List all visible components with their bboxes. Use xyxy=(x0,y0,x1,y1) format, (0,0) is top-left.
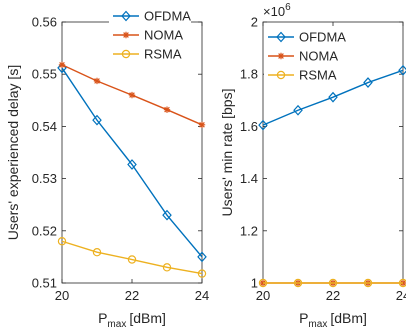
data-point-noma xyxy=(128,91,136,99)
x-axis-label-subscript: max xyxy=(107,319,126,330)
legend: OFDMA NOMA RSMA xyxy=(264,27,346,85)
data-point-noma xyxy=(163,106,171,113)
x-axis-label-symbol: P xyxy=(299,310,308,326)
legend: OFDMA NOMA RSMA xyxy=(109,6,191,64)
data-point-noma xyxy=(93,77,101,85)
x-tick-label: 20 xyxy=(55,288,69,303)
data-point-ofdma xyxy=(127,159,137,170)
legend-marker xyxy=(276,31,286,43)
y-tick-label: 0.51 xyxy=(32,276,57,291)
min-rate-chart: 1 1.2 1.4 1.6 1.8 2 20 22 24 Pmax[dBm] Users' min … xyxy=(219,2,406,330)
legend-marker xyxy=(121,10,131,22)
y-axis-exponent-base: ×10 xyxy=(263,4,285,19)
series-ofdma xyxy=(258,64,406,131)
legend-label-ofdma: OFDMA xyxy=(299,30,346,45)
x-tick-label: 22 xyxy=(125,288,139,303)
data-point-rsma xyxy=(127,255,137,264)
y-tick-label: 1 xyxy=(251,276,258,291)
data-point-ofdma xyxy=(363,77,373,88)
series-line-rsma xyxy=(61,240,203,275)
y-tick-label: 1.6 xyxy=(240,119,258,134)
data-point-rsma xyxy=(258,278,268,288)
data-point-noma xyxy=(58,61,66,69)
x-axis-label: Pmax [dBm] xyxy=(98,310,166,330)
y-tick-label: 0.53 xyxy=(32,171,57,186)
y-axis-label: Users' experienced delay [s] xyxy=(5,65,21,240)
data-point-ofdma xyxy=(197,251,207,263)
data-point-ofdma xyxy=(293,104,303,116)
legend-label-rsma: RSMA xyxy=(144,47,182,62)
data-point-rsma xyxy=(363,278,373,288)
series-rsma xyxy=(57,237,207,278)
y-tick-label: 0.56 xyxy=(32,15,57,30)
series-rsma xyxy=(258,278,406,288)
data-point-ofdma xyxy=(162,209,172,221)
data-point-rsma xyxy=(293,278,303,288)
series-line-ofdma xyxy=(262,69,404,126)
x-tick-label: 24 xyxy=(396,288,406,303)
legend-marker xyxy=(121,49,131,59)
delay-chart: 0.51 0.52 0.53 0.54 0.55 0.56 20 22 24 Pmax [dBm] U… xyxy=(5,6,209,330)
x-tick-label: 24 xyxy=(195,288,209,303)
y-tick-label: 1.2 xyxy=(240,223,258,238)
y-axis-exponent-power: 6 xyxy=(285,2,291,13)
y-tick-label: 0.52 xyxy=(32,223,57,238)
legend-label-ofdma: OFDMA xyxy=(144,9,191,24)
y-axis-exponent: ×106 xyxy=(263,2,291,19)
data-point-rsma xyxy=(398,278,406,288)
x-tick-label: 22 xyxy=(326,288,340,303)
data-point-rsma xyxy=(57,237,67,246)
series-noma xyxy=(58,61,206,129)
data-point-rsma xyxy=(197,269,207,278)
legend-label-rsma: RSMA xyxy=(299,68,337,83)
data-point-ofdma xyxy=(92,114,102,126)
x-tick-label: 20 xyxy=(256,288,270,303)
legend-label-noma: NOMA xyxy=(144,28,183,43)
legend-marker xyxy=(277,52,285,60)
legend-label-noma: NOMA xyxy=(299,49,338,64)
x-axis-label-symbol: P xyxy=(98,310,107,326)
data-point-rsma xyxy=(162,263,172,272)
data-point-ofdma xyxy=(328,91,338,103)
x-axis-label-unit: [dBm] xyxy=(330,310,367,326)
legend-marker xyxy=(276,70,286,80)
y-tick-label: 1.8 xyxy=(240,67,258,82)
data-point-noma xyxy=(198,121,206,129)
series-line-ofdma xyxy=(61,67,203,258)
data-point-rsma xyxy=(92,248,102,257)
y-tick-label: 1.4 xyxy=(240,171,258,186)
data-point-rsma xyxy=(328,278,338,288)
x-axis-label: Pmax [dBm] xyxy=(299,310,367,330)
data-point-ofdma xyxy=(258,119,268,131)
y-tick-label: 0.55 xyxy=(32,67,57,82)
x-axis-label-subscript: max xyxy=(308,319,327,330)
series-ofdma xyxy=(57,62,207,263)
y-tick-label: 0.54 xyxy=(32,119,57,134)
legend-marker xyxy=(122,31,130,39)
y-axis-label: Users' min rate [bps] xyxy=(219,89,235,217)
y-tick-label: 2 xyxy=(251,15,258,30)
x-axis-label-unit: [dBm] xyxy=(129,310,166,326)
